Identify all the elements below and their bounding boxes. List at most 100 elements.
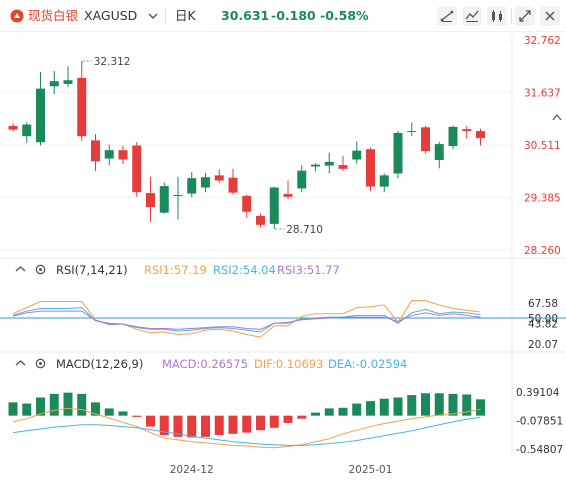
candle-body — [63, 80, 73, 84]
candle-body — [77, 77, 87, 137]
candle-body — [366, 149, 375, 187]
macd-bar — [379, 398, 389, 416]
rsi2-value: RSI2:54.04 — [213, 263, 276, 277]
macd-bar — [434, 393, 444, 416]
gear-icon-macd[interactable] — [34, 357, 47, 370]
macd-bar — [352, 403, 362, 416]
macd-bar — [338, 407, 348, 416]
dea-value: DEA:-0.02594 — [328, 357, 408, 371]
price-change-percent: -0.58% — [320, 8, 369, 23]
macd-bar — [269, 415, 279, 428]
macd-title[interactable]: MACD(12,26,9) — [56, 357, 144, 371]
chart-header: 现货白银 XAGUSD 日K 30.631 -0.180 -0.58% — [0, 0, 566, 32]
market-name[interactable]: 现货白银 — [28, 8, 79, 23]
candle-body — [324, 161, 334, 166]
macd-bar — [228, 415, 238, 434]
dif-value: DIF:0.10693 — [254, 357, 324, 371]
expand-icon[interactable] — [515, 6, 535, 26]
candle-body — [421, 127, 430, 152]
candle-body — [297, 170, 307, 189]
macd-bar — [297, 415, 307, 419]
candle-body — [448, 126, 458, 146]
price-tick-label: 29.385 — [524, 193, 561, 205]
compare-icon[interactable] — [487, 6, 507, 26]
rsi-line-3 — [12, 310, 481, 330]
candle-body — [393, 132, 403, 174]
candle-body — [379, 175, 389, 187]
candle-body — [146, 193, 155, 208]
candle-body — [118, 150, 128, 160]
macd-bar — [462, 394, 472, 416]
macd-dea-line — [12, 416, 481, 446]
date-tick-label: 2025-01 — [349, 464, 393, 476]
candle-body — [22, 124, 32, 137]
macd-bar — [283, 415, 293, 423]
macd-bar — [8, 402, 18, 416]
macd-bar — [36, 397, 45, 416]
macd-bar — [393, 397, 403, 416]
candle-body — [8, 125, 18, 130]
candle-body — [187, 178, 197, 194]
macd-bar — [187, 415, 197, 438]
candle-body — [36, 88, 45, 143]
macd-bar — [407, 395, 417, 416]
indicator-icon[interactable] — [462, 6, 482, 26]
eye-icon-macd[interactable] — [14, 357, 27, 370]
macd-bar — [63, 392, 73, 416]
gear-icon[interactable] — [34, 263, 47, 276]
price-tick-label: 31.637 — [524, 87, 561, 99]
chevron-down-icon[interactable] — [148, 13, 158, 20]
last-price: 30.631 — [221, 8, 270, 23]
macd-bar — [242, 415, 252, 433]
candle-body — [242, 195, 252, 212]
macd-bar — [256, 415, 265, 431]
price-change: -0.180 — [271, 8, 316, 23]
period-selector[interactable]: 日K — [175, 8, 196, 23]
line-tool-icon[interactable] — [437, 6, 457, 26]
macd-bar — [159, 415, 169, 436]
candle-body — [476, 131, 485, 139]
rsi-tick-label: 50.00 — [528, 313, 558, 325]
eye-icon[interactable] — [14, 263, 27, 276]
candle-body — [159, 186, 169, 213]
candle-body — [283, 194, 293, 197]
rsi-tick-label: 43.82 — [528, 318, 558, 330]
candle-body — [173, 194, 183, 196]
macd-bar — [49, 393, 59, 416]
macd-value: MACD:0.26575 — [162, 357, 248, 371]
rsi-tick-label: 20.07 — [528, 339, 558, 351]
macd-bar — [118, 411, 128, 416]
candle-body — [132, 145, 142, 193]
rsi1-value: RSI1:57.19 — [144, 263, 207, 277]
rsi3-value: RSI3:51.77 — [277, 263, 340, 277]
price-tick-label: 32.762 — [524, 35, 561, 47]
market-logo-icon — [10, 9, 24, 23]
macd-bar — [22, 403, 32, 416]
rsi-title[interactable]: RSI(7,14,21) — [56, 263, 128, 277]
low-annotation: 28.710 — [286, 224, 323, 236]
macd-bar — [146, 415, 155, 427]
close-icon[interactable] — [540, 6, 560, 26]
candle-body — [311, 164, 320, 167]
macd-bar — [132, 415, 142, 417]
chevron-up-icon[interactable] — [552, 110, 562, 126]
candle-body — [407, 131, 417, 133]
candle-body — [214, 175, 224, 181]
candle-body — [269, 187, 279, 224]
header-divider — [165, 9, 166, 23]
rsi-tick-label: 67.58 — [528, 298, 558, 310]
macd-bar — [366, 401, 375, 416]
candle-body — [434, 144, 444, 160]
macd-bar — [448, 393, 458, 416]
candle-body — [228, 177, 238, 193]
symbol-name[interactable]: XAGUSD — [84, 8, 138, 23]
macd-bar — [104, 408, 114, 416]
candle-body — [338, 165, 348, 169]
macd-bar — [201, 415, 210, 437]
macd-tick-label: -0.54807 — [516, 444, 563, 456]
candle-body — [91, 140, 100, 162]
macd-bar — [173, 415, 183, 437]
macd-bar — [324, 408, 334, 416]
macd-dif-line — [12, 407, 481, 449]
